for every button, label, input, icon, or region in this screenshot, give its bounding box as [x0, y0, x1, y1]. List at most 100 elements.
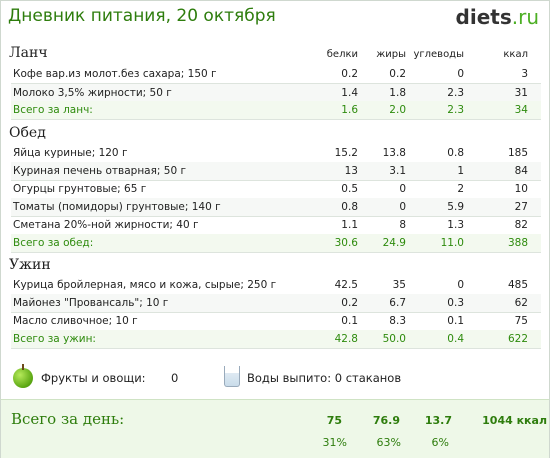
kcal-value: 82 — [514, 219, 528, 231]
food-name: Огурцы грунтовые; 65 г — [13, 183, 147, 195]
table-row: Майонез "Провансаль"; 10 г 0.2 6.7 0.3 6… — [11, 294, 541, 313]
total-label: Всего за ланч: — [13, 104, 93, 116]
protein-value: 0.5 — [341, 183, 358, 195]
table-row: Куриная печень отварная; 50 г 13 3.1 1 8… — [11, 162, 541, 181]
fat-value: 6.7 — [389, 297, 406, 309]
day-protein-pct: 31% — [322, 436, 347, 449]
food-name: Сметана 20%-ной жирности; 40 г — [13, 219, 199, 231]
protein-total: 42.8 — [334, 333, 358, 345]
fat-total: 24.9 — [382, 237, 406, 249]
kcal-value: 485 — [507, 279, 528, 291]
protein-value: 42.5 — [334, 279, 358, 291]
kcal-value: 27 — [514, 201, 528, 213]
carbs-value: 0.8 — [447, 147, 464, 159]
glass-icon — [224, 366, 240, 387]
fat-value: 0 — [399, 201, 406, 213]
day-protein: 75 — [326, 414, 342, 427]
carbs-value: 2 — [457, 183, 464, 195]
carbs-value: 1 — [457, 165, 464, 177]
carbs-value: 5.9 — [447, 201, 464, 213]
kcal-value: 3 — [521, 68, 528, 80]
fat-value: 8.3 — [389, 315, 406, 327]
protein-value: 0.2 — [341, 297, 358, 309]
fat-value: 1.8 — [389, 87, 406, 99]
kcal-value: 62 — [514, 297, 528, 309]
day-total-label: Всего за день: — [11, 410, 125, 428]
carbs-value: 0 — [457, 279, 464, 291]
table-row: Масло сливочное; 10 г 0.1 8.3 0.1 75 — [11, 312, 541, 331]
fruit-label: Фрукты и овощи: — [41, 371, 146, 385]
logo-suffix: .ru — [511, 5, 539, 29]
table-row: Томаты (помидоры) грунтовые; 140 г 0.8 0… — [11, 198, 541, 217]
total-label: Всего за ужин: — [13, 333, 96, 345]
protein-value: 13 — [344, 165, 358, 177]
fat-value: 13.8 — [382, 147, 406, 159]
fat-value: 0.2 — [389, 68, 406, 80]
total-label: Всего за обед: — [13, 237, 94, 249]
kcal-total: 388 — [507, 237, 528, 249]
column-protein: белки — [326, 49, 358, 60]
carbs-total: 2.3 — [447, 104, 464, 116]
meal-title-dinner: Обед — [9, 125, 46, 141]
kcal-value: 75 — [514, 315, 528, 327]
food-name: Майонез "Провансаль"; 10 г — [13, 297, 169, 309]
table-row: Яйца куриные; 120 г 15.2 13.8 0.8 185 — [11, 144, 541, 163]
kcal-value: 84 — [514, 165, 528, 177]
meal-total-row: Всего за ужин: 42.8 50.0 0.4 622 — [11, 330, 541, 349]
protein-value: 1.1 — [341, 219, 358, 231]
kcal-value: 10 — [514, 183, 528, 195]
food-name: Молоко 3,5% жирности; 50 г — [13, 87, 172, 99]
fat-value: 8 — [399, 219, 406, 231]
meal-title-lunch: Ланч — [9, 45, 48, 61]
column-carbs: углеводы — [413, 49, 464, 60]
table-row: Огурцы грунтовые; 65 г 0.5 0 2 10 — [11, 180, 541, 199]
food-name: Куриная печень отварная; 50 г — [13, 165, 187, 177]
carbs-value: 0.1 — [447, 315, 464, 327]
logo-main: diets — [455, 5, 512, 29]
kcal-total: 622 — [507, 333, 528, 345]
table-row: Молоко 3,5% жирности; 50 г 1.4 1.8 2.3 3… — [11, 84, 541, 103]
meal-total-row: Всего за ланч: 1.6 2.0 2.3 34 — [11, 101, 541, 120]
protein-value: 0.8 — [341, 201, 358, 213]
fat-total: 50.0 — [382, 333, 406, 345]
carbs-value: 0 — [457, 68, 464, 80]
column-fat: жиры — [376, 49, 406, 60]
protein-total: 30.6 — [334, 237, 358, 249]
column-kcal: ккал — [503, 49, 528, 60]
protein-value: 15.2 — [334, 147, 358, 159]
table-row: Курица бройлерная, мясо и кожа, сырые; 2… — [11, 276, 541, 295]
fruit-value: 0 — [171, 371, 179, 385]
day-total-panel: Всего за день: 75 76.9 13.7 1044 ккал 31… — [1, 399, 549, 458]
carbs-total: 0.4 — [447, 333, 464, 345]
food-name: Масло сливочное; 10 г — [13, 315, 138, 327]
table-row: Сметана 20%-ной жирности; 40 г 1.1 8 1.3… — [11, 216, 541, 235]
fat-value: 0 — [399, 183, 406, 195]
day-carbs-pct: 6% — [431, 436, 449, 449]
food-name: Яйца куриные; 120 г — [13, 147, 128, 159]
protein-value: 0.1 — [341, 315, 358, 327]
fat-value: 35 — [392, 279, 406, 291]
fat-total: 2.0 — [389, 104, 406, 116]
meal-title-supper: Ужин — [9, 257, 51, 273]
header: Дневник питания, 20 октября diets.ru — [1, 1, 549, 37]
protein-value: 0.2 — [341, 68, 358, 80]
fat-value: 3.1 — [389, 165, 406, 177]
protein-total: 1.6 — [341, 104, 358, 116]
day-carbs: 13.7 — [424, 414, 452, 427]
water-label: Воды выпито: 0 стаканов — [247, 371, 402, 385]
kcal-value: 185 — [507, 147, 528, 159]
kcal-value: 31 — [514, 87, 528, 99]
carbs-value: 1.3 — [447, 219, 464, 231]
site-logo[interactable]: diets.ru — [456, 5, 539, 29]
food-name: Кофе вар.из молот.без сахара; 150 г — [13, 68, 217, 80]
page-title: Дневник питания, 20 октября — [8, 6, 276, 26]
kcal-total: 34 — [514, 104, 528, 116]
day-fat: 76.9 — [372, 414, 400, 427]
meal-total-row: Всего за обед: 30.6 24.9 11.0 388 — [11, 234, 541, 253]
carbs-value: 2.3 — [447, 87, 464, 99]
food-name: Курица бройлерная, мясо и кожа, сырые; 2… — [13, 279, 277, 291]
carbs-value: 0.3 — [447, 297, 464, 309]
day-fat-pct: 63% — [376, 436, 401, 449]
carbs-total: 11.0 — [440, 237, 464, 249]
